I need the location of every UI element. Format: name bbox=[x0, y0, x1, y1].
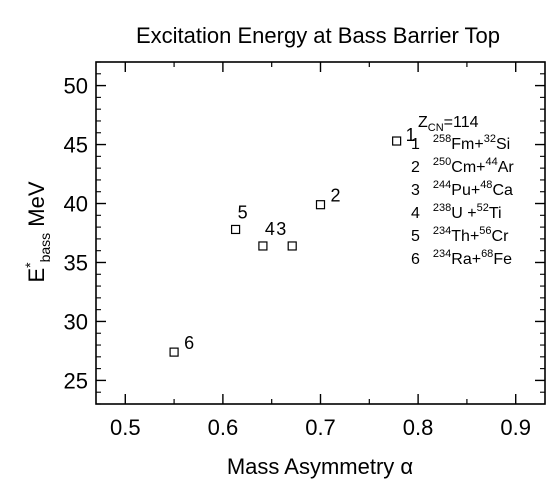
y-tick-label: 40 bbox=[64, 192, 88, 217]
x-tick-label: 0.8 bbox=[403, 415, 434, 440]
data-point-marker bbox=[258, 241, 268, 251]
legend-entry: 1 258Fm+32Si bbox=[411, 133, 510, 153]
data-point-label: 6 bbox=[184, 333, 194, 353]
y-axis-label: E*bass MeV bbox=[22, 181, 53, 282]
x-axis-ticks: 0.5 0.6 0.7 0.8 0.9 bbox=[110, 62, 531, 440]
data-point-label: 2 bbox=[331, 186, 341, 206]
y-axis-label-base: E bbox=[24, 268, 49, 283]
x-tick-label: 0.9 bbox=[500, 415, 531, 440]
chart-title: Excitation Energy at Bass Barrier Top bbox=[136, 23, 500, 48]
data-point-label: 4 bbox=[265, 219, 275, 239]
legend-header: ZCN=114 bbox=[418, 114, 479, 134]
x-tick-label: 0.6 bbox=[208, 415, 239, 440]
x-axis-label: Mass Asymmetry α bbox=[227, 454, 414, 479]
legend-header-rest: =114 bbox=[444, 114, 479, 131]
legend-entry: 3 244Pu+48Ca bbox=[411, 179, 513, 199]
data-point-label: 3 bbox=[276, 219, 286, 239]
legend-entry: 6 234Ra+68Fe bbox=[411, 248, 512, 268]
data-point-marker bbox=[287, 241, 297, 251]
y-tick-label: 35 bbox=[64, 250, 88, 275]
y-axis-label-unit: MeV bbox=[24, 181, 49, 233]
data-point-labels: 1 2 345 6 bbox=[184, 125, 416, 353]
legend: ZCN=114 1 258Fm+32Si 2 250Cm+44Ar 3 244Pu+48C… bbox=[411, 114, 514, 268]
data-point-marker bbox=[169, 347, 179, 357]
data-point-marker bbox=[392, 136, 402, 146]
y-tick-label: 50 bbox=[64, 74, 88, 99]
legend-entry: 4 238U +52Ti bbox=[411, 202, 502, 222]
data-point-label: 1 bbox=[406, 125, 416, 145]
legend-header-sub: CN bbox=[428, 122, 444, 134]
data-point-label: 5 bbox=[238, 202, 248, 222]
legend-entries: 1 258Fm+32Si 2 250Cm+44Ar 3 244Pu+48Ca 4 238U +… bbox=[411, 133, 514, 268]
y-tick-label: 25 bbox=[64, 368, 88, 393]
legend-header-base: Z bbox=[418, 114, 428, 131]
y-axis-label-sub: bass bbox=[37, 233, 53, 263]
data-markers bbox=[169, 136, 402, 357]
x-tick-label: 0.5 bbox=[110, 415, 141, 440]
data-point-marker bbox=[315, 200, 326, 210]
data-point-marker bbox=[230, 224, 241, 235]
x-tick-label: 0.7 bbox=[305, 415, 336, 440]
legend-entry: 2 250Cm+44Ar bbox=[411, 156, 514, 176]
y-tick-label: 45 bbox=[64, 133, 88, 158]
legend-entry: 5 234Th+56Cr bbox=[411, 225, 509, 245]
y-tick-label: 30 bbox=[64, 309, 88, 334]
y-axis-label-sup: * bbox=[22, 262, 38, 268]
